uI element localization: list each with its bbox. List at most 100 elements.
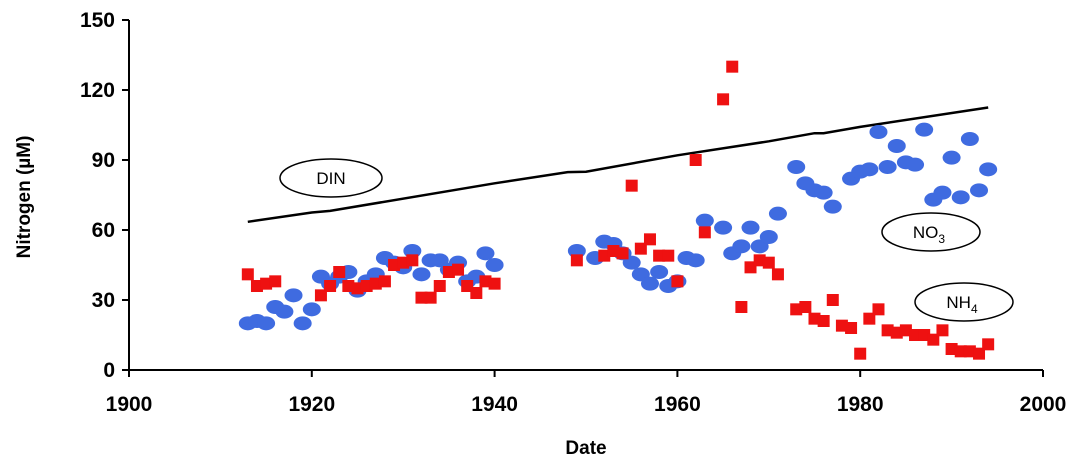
no3-point <box>759 230 778 244</box>
nh4-point <box>662 249 675 262</box>
no3-point <box>485 258 504 272</box>
nh4-point <box>927 333 940 346</box>
nh4-point <box>433 280 446 292</box>
no3-point <box>284 288 303 303</box>
no3-point <box>732 239 751 254</box>
nh4-point <box>269 275 282 288</box>
nh4-point <box>799 301 812 313</box>
nh4-base: NH <box>946 293 971 312</box>
nh4-point <box>415 291 428 304</box>
x-tick-label: 1900 <box>106 393 153 416</box>
no3-point <box>823 199 842 214</box>
y-tick-label: 60 <box>92 219 115 242</box>
nh4-point <box>954 345 967 358</box>
no3-point <box>942 150 961 165</box>
no3-point <box>686 253 705 268</box>
din-callout-label: DIN <box>316 169 345 188</box>
no3-point <box>960 132 979 146</box>
no3-base: NO <box>913 223 939 242</box>
nh4-point <box>982 338 995 351</box>
nh4-point <box>442 266 455 278</box>
nh4-point <box>671 275 684 288</box>
nh4-point <box>698 226 711 239</box>
nh4-point <box>735 301 748 313</box>
nh4-point <box>598 249 611 262</box>
nh4-point <box>634 242 647 255</box>
nh4-point <box>863 312 876 325</box>
no3-point <box>860 162 879 177</box>
nh4-point <box>342 280 355 292</box>
nh4-point <box>790 303 803 316</box>
nh4-point <box>324 280 337 292</box>
no3-point <box>476 246 495 261</box>
nh4-point <box>909 329 922 341</box>
nh4-point <box>808 312 821 325</box>
no3-point <box>878 160 897 174</box>
nh4-point <box>260 277 273 290</box>
nh4-point <box>314 289 327 302</box>
no3-point <box>915 122 934 137</box>
nh4-point <box>936 324 949 337</box>
nh4-point <box>899 324 912 337</box>
nh4-point <box>717 93 730 106</box>
x-axis-title: Date <box>565 438 606 459</box>
nh4-point <box>351 282 364 295</box>
y-tick-label: 30 <box>92 289 115 312</box>
nh4-point <box>625 179 638 192</box>
no3-point <box>869 125 888 139</box>
nh4-point <box>973 347 986 360</box>
no3-point <box>741 220 760 235</box>
nh4-point <box>945 343 958 355</box>
nh4-point <box>643 233 656 246</box>
nh4-point <box>881 324 894 337</box>
no3-point <box>640 276 659 291</box>
nh4-point <box>397 256 410 269</box>
y-axis-title: Nitrogen (µM) <box>14 136 35 259</box>
nh4-point <box>488 277 501 290</box>
nh4-point <box>570 254 583 267</box>
nh4-point <box>726 60 739 73</box>
nh4-point <box>744 261 757 274</box>
nh4-point <box>753 254 766 267</box>
no3-callout-label: NO3 <box>913 223 946 246</box>
no3-point <box>714 220 733 235</box>
nh4-point <box>854 347 867 360</box>
din-callout: DIN <box>279 158 383 198</box>
no3-point <box>302 302 321 317</box>
nh4-point <box>479 275 492 288</box>
no3-callout-ellipse <box>881 212 981 252</box>
plot-axes <box>128 20 1043 371</box>
no3-subscript: 3 <box>938 232 945 246</box>
nh4-point <box>388 259 401 271</box>
nh4-point <box>817 315 830 327</box>
x-tick-label: 1940 <box>471 393 518 416</box>
nh4-subscript: 4 <box>971 302 978 316</box>
y-tick-label: 150 <box>80 9 115 32</box>
x-tick-label: 1960 <box>654 393 701 416</box>
no3-point <box>906 157 925 172</box>
no3-callout: NO3 <box>881 212 981 252</box>
no3-point <box>970 183 989 198</box>
no3-point <box>257 316 276 331</box>
nh4-point <box>963 345 976 358</box>
no3-point <box>275 304 294 319</box>
nh4-point <box>424 291 437 304</box>
nh4-point <box>406 254 419 267</box>
y-tick-label: 120 <box>80 79 115 102</box>
nh4-point <box>241 268 254 281</box>
no3-point <box>933 185 952 200</box>
no3-point <box>814 185 833 200</box>
nh4-point <box>762 256 775 269</box>
y-tick-label: 90 <box>92 149 115 172</box>
no3-point <box>695 213 714 228</box>
x-tick-label: 1980 <box>837 393 884 416</box>
nh4-point <box>826 294 839 306</box>
no3-point <box>412 267 431 282</box>
no3-point <box>768 206 787 221</box>
y-tick-label: 0 <box>103 359 115 382</box>
no3-point <box>787 160 806 174</box>
nh4-point <box>845 322 858 334</box>
no3-point <box>951 190 970 205</box>
tick-labels: 0 30 60 90 120 150 1900 1920 1940 1960 1980 2000 <box>80 9 1066 416</box>
